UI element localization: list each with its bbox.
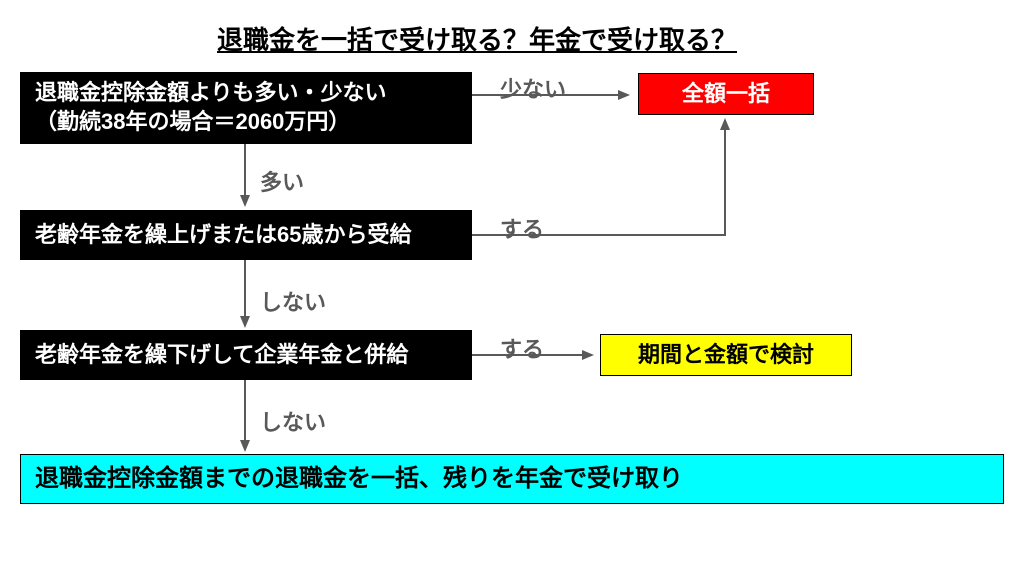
- node-r1-text: 全額一括: [682, 80, 770, 109]
- node-final-split: 退職金控除金額までの退職金を一括、残りを年金で受け取り: [20, 454, 1004, 504]
- node-final-text: 退職金控除金額までの退職金を一括、残りを年金で受け取り: [35, 463, 683, 494]
- chart-title: 退職金を一括で受け取る？年金で受け取る？: [217, 20, 737, 57]
- edge-label-ooi: 多い: [260, 165, 304, 197]
- node-r3-consider: 期間と金額で検討: [600, 334, 852, 376]
- node-r3-text: 期間と金額で検討: [638, 341, 814, 370]
- node-q3-text: 老齢年金を繰下げして企業年金と併給: [35, 341, 408, 370]
- edge-label-shinai1: しない: [260, 285, 326, 317]
- node-q1-line1: 退職金控除金額よりも多い・少ない: [35, 79, 387, 108]
- node-q2-pension-early: 老齢年金を繰上げまたは65歳から受給: [20, 210, 472, 260]
- edge-label-shinai2: しない: [260, 405, 326, 437]
- node-r1-lump-sum: 全額一括: [638, 73, 814, 115]
- edge-label-suru1: する: [500, 212, 544, 244]
- node-q2-text: 老齢年金を繰上げまたは65歳から受給: [35, 221, 411, 250]
- node-q1-line2: （勤続38年の場合＝2060万円）: [35, 108, 387, 137]
- edge-label-sukunai: 少ない: [500, 72, 566, 104]
- flowchart-canvas: 退職金を一括で受け取る？年金で受け取る？ 退職金控除金額よりも多い・少ない（勤続…: [0, 0, 1024, 570]
- edge-label-suru2: する: [500, 332, 544, 364]
- node-q1-retirement-deduction: 退職金控除金額よりも多い・少ない（勤続38年の場合＝2060万円）: [20, 72, 472, 144]
- node-q3-pension-defer: 老齢年金を繰下げして企業年金と併給: [20, 330, 472, 380]
